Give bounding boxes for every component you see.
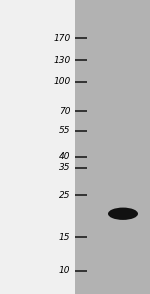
Ellipse shape (108, 208, 138, 220)
Text: 70: 70 (59, 107, 70, 116)
Text: 15: 15 (59, 233, 70, 242)
Text: 130: 130 (53, 56, 70, 65)
Text: 35: 35 (59, 163, 70, 172)
FancyBboxPatch shape (0, 0, 75, 294)
Text: 170: 170 (53, 34, 70, 43)
Text: 25: 25 (59, 191, 70, 200)
Text: 100: 100 (53, 77, 70, 86)
Text: 40: 40 (59, 153, 70, 161)
Text: 55: 55 (59, 126, 70, 136)
Text: 10: 10 (59, 266, 70, 275)
